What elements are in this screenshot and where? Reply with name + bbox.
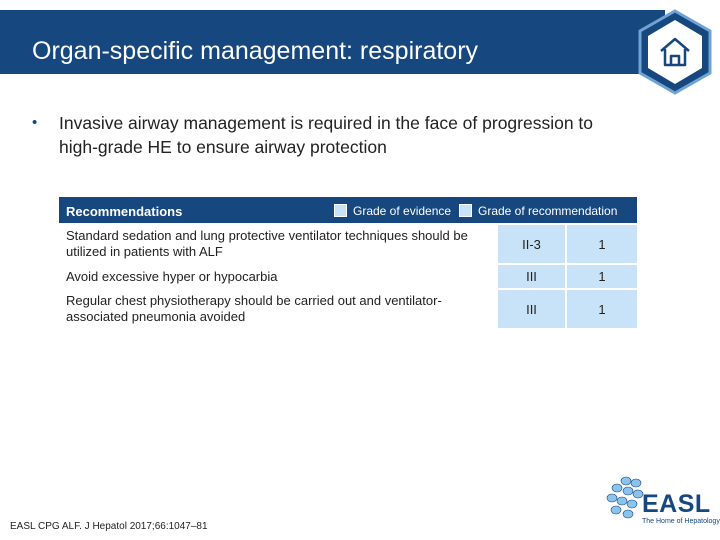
grade-of-evidence: III bbox=[498, 265, 565, 288]
easl-logo-dots-icon bbox=[606, 476, 644, 519]
recommendation-text: Standard sedation and lung protective ve… bbox=[59, 225, 498, 263]
logo-name: EASL bbox=[642, 490, 711, 518]
bullet-text: Invasive airway management is required i… bbox=[59, 113, 594, 157]
logo-tagline: The Home of Hepatology bbox=[642, 518, 720, 525]
grade-of-recommendation: 1 bbox=[567, 265, 637, 288]
header-label: Recommendations bbox=[66, 204, 183, 219]
legend-recommendation: Grade of recommendation bbox=[478, 204, 618, 218]
table-row: Regular chest physiotherapy should be ca… bbox=[59, 288, 637, 328]
citation: EASL CPG ALF. J Hepatol 2017;66:1047–81 bbox=[10, 521, 208, 532]
grade-of-evidence: II-3 bbox=[498, 225, 565, 263]
grade-of-recommendation: 1 bbox=[567, 290, 637, 328]
table-header: Recommendations Grade of evidence Grade … bbox=[59, 197, 637, 223]
slide-title: Organ-specific management: respiratory bbox=[32, 37, 479, 65]
home-icon[interactable] bbox=[637, 9, 713, 95]
table-row: Avoid excessive hyper or hypocarbia III … bbox=[59, 263, 637, 288]
grade-of-evidence: III bbox=[498, 290, 565, 328]
recommendations-table: Recommendations Grade of evidence Grade … bbox=[59, 197, 637, 328]
grade-of-recommendation: 1 bbox=[567, 225, 637, 263]
legend-swatch-evidence bbox=[334, 204, 347, 217]
legend-swatch-recommendation bbox=[459, 204, 472, 217]
legend-evidence: Grade of evidence bbox=[353, 204, 452, 218]
title-bar: Organ-specific management: respiratory bbox=[0, 10, 665, 74]
recommendation-text: Avoid excessive hyper or hypocarbia bbox=[59, 265, 498, 288]
bullet-symbol: • bbox=[32, 114, 38, 131]
table-row: Standard sedation and lung protective ve… bbox=[59, 223, 637, 263]
recommendation-text: Regular chest physiotherapy should be ca… bbox=[59, 290, 498, 328]
